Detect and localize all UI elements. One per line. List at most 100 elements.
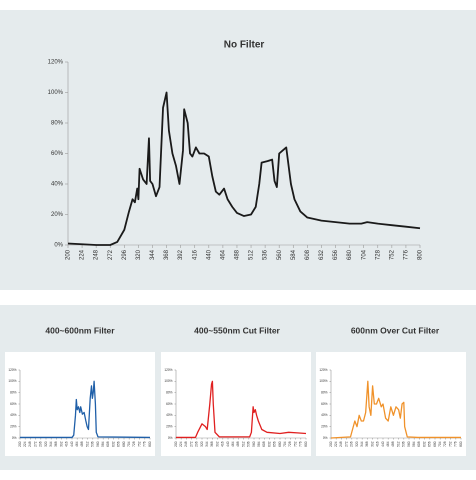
y-tick-label: 80% <box>51 121 64 127</box>
y-tick-label: 60% <box>321 402 328 406</box>
x-tick-label: 608 <box>305 249 311 260</box>
x-tick-label: 584 <box>101 441 105 447</box>
x-tick-label: 584 <box>257 441 261 447</box>
y-tick-label: 80% <box>166 391 173 395</box>
y-tick-label: 40% <box>10 413 17 417</box>
y-tick-label: 120% <box>8 368 16 372</box>
x-tick-label: 656 <box>273 441 277 447</box>
x-tick-label: 320 <box>44 441 48 447</box>
y-tick-label: 0% <box>12 436 17 440</box>
x-tick-label: 584 <box>291 249 297 260</box>
x-tick-label: 344 <box>360 441 364 447</box>
x-tick-label: 752 <box>389 249 395 260</box>
y-tick-label: 0% <box>54 243 63 249</box>
y-tick-label: 0% <box>323 436 328 440</box>
x-tick-label: 368 <box>365 441 369 447</box>
x-tick-label: 368 <box>54 441 58 447</box>
y-tick-label: 40% <box>166 413 173 417</box>
x-tick-label: 272 <box>344 441 348 447</box>
y-tick-label: 40% <box>321 413 328 417</box>
x-tick-label: 392 <box>178 249 184 260</box>
y-tick-label: 120% <box>164 368 172 372</box>
x-tick-label: 704 <box>127 441 131 447</box>
x-tick-label: 224 <box>179 441 183 447</box>
x-tick-label: 752 <box>137 441 141 447</box>
x-tick-label: 464 <box>386 441 390 447</box>
x-tick-label: 536 <box>91 441 95 447</box>
x-tick-label: 224 <box>334 441 338 447</box>
x-tick-label: 680 <box>347 249 353 260</box>
chart-title: 600nm Over Cut Filter <box>351 325 440 335</box>
y-tick-label: 0% <box>168 436 173 440</box>
y-tick-label: 100% <box>319 379 327 383</box>
y-tick-label: 80% <box>321 391 328 395</box>
x-tick-label: 272 <box>108 249 114 260</box>
x-tick-label: 632 <box>422 441 426 447</box>
x-tick-label: 608 <box>106 441 110 447</box>
x-tick-label: 560 <box>252 441 256 447</box>
y-tick-label: 60% <box>166 402 173 406</box>
x-tick-label: 584 <box>412 441 416 447</box>
x-tick-label: 728 <box>443 441 447 447</box>
x-tick-label: 656 <box>117 441 121 447</box>
x-tick-label: 344 <box>49 441 53 447</box>
y-tick-label: 120% <box>319 368 327 372</box>
x-tick-label: 512 <box>249 249 255 260</box>
x-tick-label: 440 <box>206 249 212 260</box>
x-tick-label: 296 <box>195 441 199 447</box>
x-tick-label: 608 <box>262 441 266 447</box>
y-tick-label: 60% <box>51 151 64 157</box>
x-tick-label: 200 <box>329 441 333 447</box>
x-tick-label: 656 <box>333 249 339 260</box>
x-tick-label: 800 <box>304 441 308 447</box>
x-tick-label: 560 <box>96 441 100 447</box>
y-tick-label: 100% <box>48 90 64 96</box>
x-tick-label: 200 <box>174 441 178 447</box>
x-tick-label: 800 <box>418 249 424 260</box>
x-tick-label: 248 <box>339 441 343 447</box>
x-tick-label: 344 <box>205 441 209 447</box>
x-tick-label: 296 <box>350 441 354 447</box>
x-tick-label: 464 <box>220 249 226 260</box>
x-tick-label: 536 <box>402 441 406 447</box>
x-tick-label: 680 <box>122 441 126 447</box>
x-tick-label: 632 <box>319 249 325 260</box>
x-tick-label: 488 <box>235 249 241 260</box>
x-tick-label: 464 <box>75 441 79 447</box>
x-tick-label: 416 <box>221 441 225 447</box>
data-line <box>67 91 421 246</box>
y-tick-label: 100% <box>8 379 16 383</box>
x-tick-label: 296 <box>39 441 43 447</box>
x-tick-label: 728 <box>132 441 136 447</box>
x-tick-label: 680 <box>278 441 282 447</box>
x-tick-label: 392 <box>59 441 63 447</box>
y-tick-label: 60% <box>10 402 17 406</box>
x-tick-label: 512 <box>396 441 400 447</box>
x-tick-label: 536 <box>263 249 269 260</box>
x-tick-label: 728 <box>375 249 381 260</box>
x-tick-label: 392 <box>215 441 219 447</box>
chart-box <box>5 352 155 456</box>
x-tick-label: 320 <box>355 441 359 447</box>
x-tick-label: 512 <box>85 441 89 447</box>
x-tick-label: 704 <box>361 249 367 260</box>
x-tick-label: 632 <box>267 441 271 447</box>
data-line <box>20 380 151 439</box>
x-tick-label: 416 <box>192 249 198 260</box>
x-tick-label: 488 <box>236 441 240 447</box>
x-tick-label: 296 <box>122 249 128 260</box>
y-tick-label: 20% <box>321 425 328 429</box>
x-tick-label: 440 <box>70 441 74 447</box>
x-tick-label: 248 <box>28 441 32 447</box>
y-tick-label: 100% <box>164 379 172 383</box>
x-tick-label: 704 <box>438 441 442 447</box>
chart-title: No Filter <box>224 40 265 51</box>
x-tick-label: 200 <box>66 249 72 260</box>
data-line <box>330 380 461 439</box>
x-tick-label: 344 <box>150 249 156 260</box>
x-tick-label: 752 <box>448 441 452 447</box>
x-tick-label: 392 <box>370 441 374 447</box>
x-tick-label: 656 <box>428 441 432 447</box>
y-tick-label: 40% <box>51 182 64 188</box>
x-tick-label: 224 <box>23 441 27 447</box>
